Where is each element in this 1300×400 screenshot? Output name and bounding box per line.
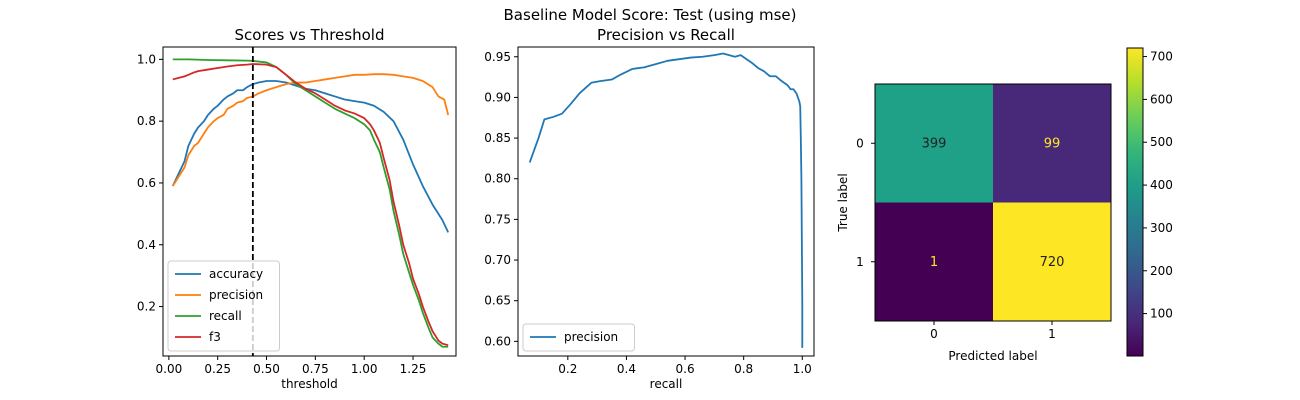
x-tick-label: 0.00 <box>156 362 183 376</box>
legend-box <box>522 323 635 352</box>
axes-frame <box>517 46 815 357</box>
x-axis-label: recall <box>650 377 683 391</box>
matrix-cell <box>875 84 993 203</box>
x-tick-label: 0 <box>930 327 938 341</box>
series-line-precision <box>528 52 804 348</box>
colorbar-tick-label: 700 <box>1150 50 1173 64</box>
x-tick-label: 0.25 <box>204 362 231 376</box>
cell-value: 1 <box>930 255 938 270</box>
y-tick-label: 0.85 <box>484 131 511 145</box>
series-line-recall <box>172 58 449 348</box>
legend-label-recall: recall <box>209 309 242 323</box>
axes-frame <box>162 46 457 357</box>
legend-label-f3: f3 <box>209 330 221 344</box>
y-tick-label: 0.2 <box>137 300 156 314</box>
x-tick-label: 1.00 <box>351 362 378 376</box>
precision-vs-recall-chart: 0.2 0.4 0.6 0.8 1.0 0.60 0.65 0.70 0.75 0.80 0.85 0… <box>484 26 815 391</box>
colorbar <box>1126 47 1144 357</box>
y-tick-label: 0.75 <box>484 212 511 226</box>
legend-label-accuracy: accuracy <box>209 267 263 281</box>
x-tick-label: 0.75 <box>302 362 329 376</box>
x-tick-label: 1.0 <box>793 362 812 376</box>
colorbar-tick-label: 100 <box>1150 307 1173 321</box>
legend: precision <box>522 323 635 352</box>
y-tick-label: 0.8 <box>137 114 156 128</box>
x-tick-label: 0.8 <box>734 362 753 376</box>
y-tick-label: 0.90 <box>484 90 511 104</box>
y-tick-label: 0.65 <box>484 294 511 308</box>
axes-frame <box>874 83 1112 322</box>
y-tick-label: 1 <box>856 255 864 269</box>
matrix-cell <box>993 84 1111 203</box>
y-axis-label: True label <box>836 173 850 232</box>
x-tick-label: 1.25 <box>400 362 427 376</box>
y-tick-label: 0.60 <box>484 334 511 348</box>
x-axis-label: threshold <box>281 377 338 391</box>
y-tick-label: 0.4 <box>137 238 156 252</box>
x-axis-label: Predicted label <box>948 349 1037 363</box>
x-tick-label: 0.6 <box>676 362 695 376</box>
colorbar-tick-label: 400 <box>1150 178 1173 192</box>
x-tick-label: 0.2 <box>558 362 577 376</box>
cell-value: 399 <box>922 136 947 151</box>
y-tick-label: 0 <box>856 136 864 150</box>
legend-label-precision: precision <box>209 288 263 302</box>
chart-title: Scores vs Threshold <box>235 26 385 44</box>
x-tick-label: 0.4 <box>617 362 636 376</box>
matrix-cell <box>993 202 1111 321</box>
matrix-cell <box>875 202 993 321</box>
series-line-precision <box>172 73 450 187</box>
legend: accuracy precision recall f3 <box>167 260 280 352</box>
y-tick-label: 0.80 <box>484 172 511 186</box>
confusion-matrix-chart: 399 99 1 720 0 1 0 1 Predicted label True label 10… <box>836 47 1173 363</box>
x-tick-label: 1 <box>1048 327 1056 341</box>
colorbar-tick-label: 600 <box>1150 92 1173 106</box>
colorbar-tick-label: 200 <box>1150 264 1173 278</box>
cell-value: 99 <box>1044 136 1061 151</box>
y-tick-label: 0.6 <box>137 176 156 190</box>
x-tick-label: 0.50 <box>253 362 280 376</box>
y-tick-label: 1.0 <box>137 52 156 66</box>
colorbar-tick-label: 300 <box>1150 221 1173 235</box>
scores-vs-threshold-chart: 0.00 0.25 0.50 0.75 1.00 1.25 0.2 0.4 0.6 0.8 1.0 S… <box>137 26 457 391</box>
y-tick-label: 0.95 <box>484 50 511 64</box>
legend-box <box>167 260 280 352</box>
chart-title: Precision vs Recall <box>597 26 735 44</box>
series-line-f3 <box>172 63 449 347</box>
series-line-accuracy <box>171 80 450 233</box>
figure-suptitle: Baseline Model Score: Test (using mse) <box>504 6 797 24</box>
y-tick-label: 0.70 <box>484 253 511 267</box>
colorbar-tick-label: 500 <box>1150 135 1173 149</box>
cell-value: 720 <box>1040 255 1065 270</box>
legend-label-precision: precision <box>564 330 618 344</box>
